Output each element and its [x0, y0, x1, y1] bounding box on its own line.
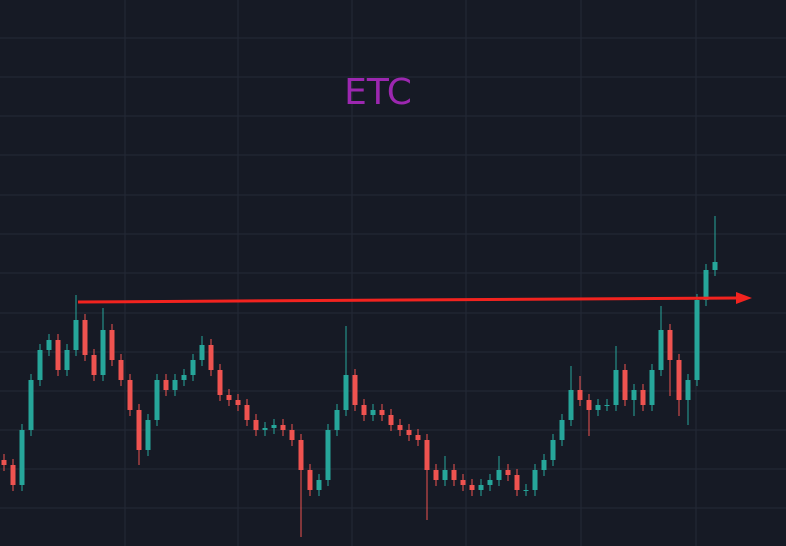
candle-body: [469, 485, 475, 490]
candle-body: [118, 360, 124, 380]
candle-body: [559, 420, 565, 440]
candle-body: [496, 470, 502, 480]
arrow-line: [77, 296, 739, 304]
candle-body: [55, 340, 61, 370]
candle-body: [172, 380, 178, 390]
candle-body: [28, 380, 34, 430]
candle-body: [271, 425, 277, 428]
candles: [1, 216, 718, 537]
candle-body: [586, 400, 592, 410]
candle-body: [505, 470, 511, 475]
candle-body: [388, 415, 394, 425]
candle-body: [640, 390, 646, 405]
candle-body: [604, 405, 610, 406]
candle-body: [91, 355, 97, 375]
candle-body: [541, 460, 547, 470]
candle-body: [343, 375, 349, 410]
candle-body: [289, 430, 295, 440]
candle-body: [658, 330, 664, 370]
candle-body: [163, 380, 169, 390]
candle-body: [154, 380, 160, 420]
candle-body: [190, 360, 196, 375]
candle-body: [226, 395, 232, 400]
candle-body: [46, 340, 52, 350]
candle-body: [64, 350, 70, 370]
candle-body: [235, 400, 241, 405]
candle-body: [145, 420, 151, 450]
candle-body: [370, 410, 376, 415]
candle-body: [703, 270, 709, 300]
candle-body: [280, 425, 286, 430]
candle-body: [568, 390, 574, 420]
candle-body: [253, 420, 259, 430]
candle-body: [1, 460, 7, 465]
candle-body: [298, 440, 304, 470]
candle-body: [685, 380, 691, 400]
candle-body: [244, 405, 250, 420]
candle-body: [451, 470, 457, 480]
candle-body: [442, 470, 448, 480]
candle-body: [433, 470, 439, 480]
candle-body: [712, 262, 718, 270]
candle-body: [262, 428, 268, 430]
candle-body: [109, 330, 115, 360]
candle-body: [307, 470, 313, 490]
candle-body: [127, 380, 133, 410]
candle-body: [379, 410, 385, 415]
candle-body: [316, 480, 322, 490]
candle-body: [406, 430, 412, 435]
candle-body: [325, 430, 331, 480]
candle-body: [10, 465, 16, 485]
candle-body: [577, 390, 583, 400]
candle-body: [217, 370, 223, 395]
candle-body: [100, 330, 106, 375]
candle-body: [487, 480, 493, 485]
candle-body: [199, 345, 205, 360]
arrow-annotation: [77, 292, 752, 304]
candle-body: [622, 370, 628, 400]
candle-body: [550, 440, 556, 460]
candle-body: [694, 300, 700, 380]
candle-body: [478, 485, 484, 490]
candle-body: [676, 360, 682, 400]
candle-body: [136, 410, 142, 450]
candle-body: [424, 440, 430, 470]
candle-body: [649, 370, 655, 405]
candle-body: [667, 330, 673, 360]
candle-body: [514, 475, 520, 490]
candle-body: [37, 350, 43, 380]
candle-body: [532, 470, 538, 490]
candle-body: [19, 430, 25, 485]
candle-body: [415, 435, 421, 440]
candle-body: [631, 390, 637, 400]
candle-body: [352, 375, 358, 405]
arrow-head: [736, 292, 752, 304]
candle-body: [208, 345, 214, 370]
candle-body: [613, 370, 619, 405]
candle-body: [361, 405, 367, 415]
candle-body: [460, 480, 466, 485]
candle-body: [595, 405, 601, 410]
candle-body: [181, 375, 187, 380]
candle-body: [523, 490, 529, 491]
candle-body: [82, 320, 88, 355]
chart-title: ETC: [344, 72, 412, 113]
candle-body: [73, 320, 79, 350]
candle-body: [334, 410, 340, 430]
candle-body: [397, 425, 403, 430]
